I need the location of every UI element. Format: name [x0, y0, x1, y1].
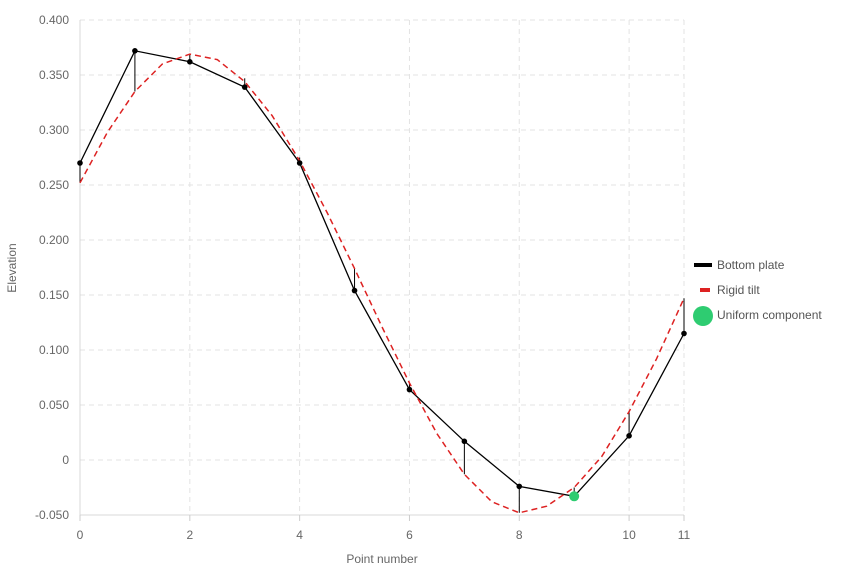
y-tick-label: 0.400 — [39, 13, 69, 27]
y-axis: -0.050 0 0.050 0.100 0.150 0.200 0.250 0.300 0.3… — [35, 13, 69, 522]
bottom-plate-point — [516, 483, 523, 490]
y-tick-label: 0.200 — [39, 233, 69, 247]
y-tick-label: 0.350 — [39, 68, 69, 82]
x-tick-label: 6 — [406, 528, 413, 542]
legend-label: Uniform component — [717, 308, 822, 322]
y-tick-label: 0.050 — [39, 398, 69, 412]
bottom-plate-point — [461, 438, 468, 445]
x-tick-label: 2 — [186, 528, 193, 542]
bottom-plate-line — [79, 50, 685, 498]
y-tick-label: 0.100 — [39, 343, 69, 357]
rigid-tilt-line — [79, 53, 685, 514]
x-axis: 0 2 4 6 8 10 11 — [77, 515, 691, 542]
x-axis-title: Point number — [346, 552, 417, 566]
legend-swatch-uniform-component — [693, 306, 713, 326]
x-tick-label: 0 — [77, 528, 84, 542]
legend: Bottom plate Rigid tilt Uniform component — [693, 258, 822, 326]
y-tick-label: 0 — [62, 453, 69, 467]
bottom-plate-point — [681, 330, 687, 337]
legend-label: Rigid tilt — [717, 283, 760, 297]
x-tick-label: 8 — [516, 528, 523, 542]
series — [79, 50, 685, 514]
legend-label: Bottom plate — [717, 258, 785, 272]
x-tick-label: 11 — [678, 528, 691, 542]
bottom-plate-point — [296, 160, 303, 166]
uniform-component-point — [569, 491, 580, 502]
bottom-plate-point — [187, 59, 193, 65]
x-tick-label: 4 — [296, 528, 303, 542]
y-tick-label: 0.300 — [39, 123, 69, 137]
markers — [77, 48, 687, 502]
residual-lines — [79, 50, 685, 513]
legend-swatch-bottom-plate — [694, 263, 712, 267]
bottom-plate-point — [351, 287, 358, 294]
x-tick-label: 10 — [622, 528, 636, 542]
grid — [79, 19, 685, 516]
bottom-plate-point — [77, 160, 83, 166]
bottom-plate-point — [626, 433, 632, 439]
bottom-plate-point — [406, 386, 413, 393]
y-tick-label: 0.250 — [39, 178, 69, 192]
y-tick-label: 0.150 — [39, 288, 69, 302]
bottom-plate-point — [241, 84, 248, 90]
bottom-plate-point — [132, 48, 138, 54]
y-axis-title: Elevation — [5, 243, 19, 292]
legend-swatch-rigid-tilt — [700, 288, 710, 292]
y-tick-label: -0.050 — [35, 508, 69, 522]
